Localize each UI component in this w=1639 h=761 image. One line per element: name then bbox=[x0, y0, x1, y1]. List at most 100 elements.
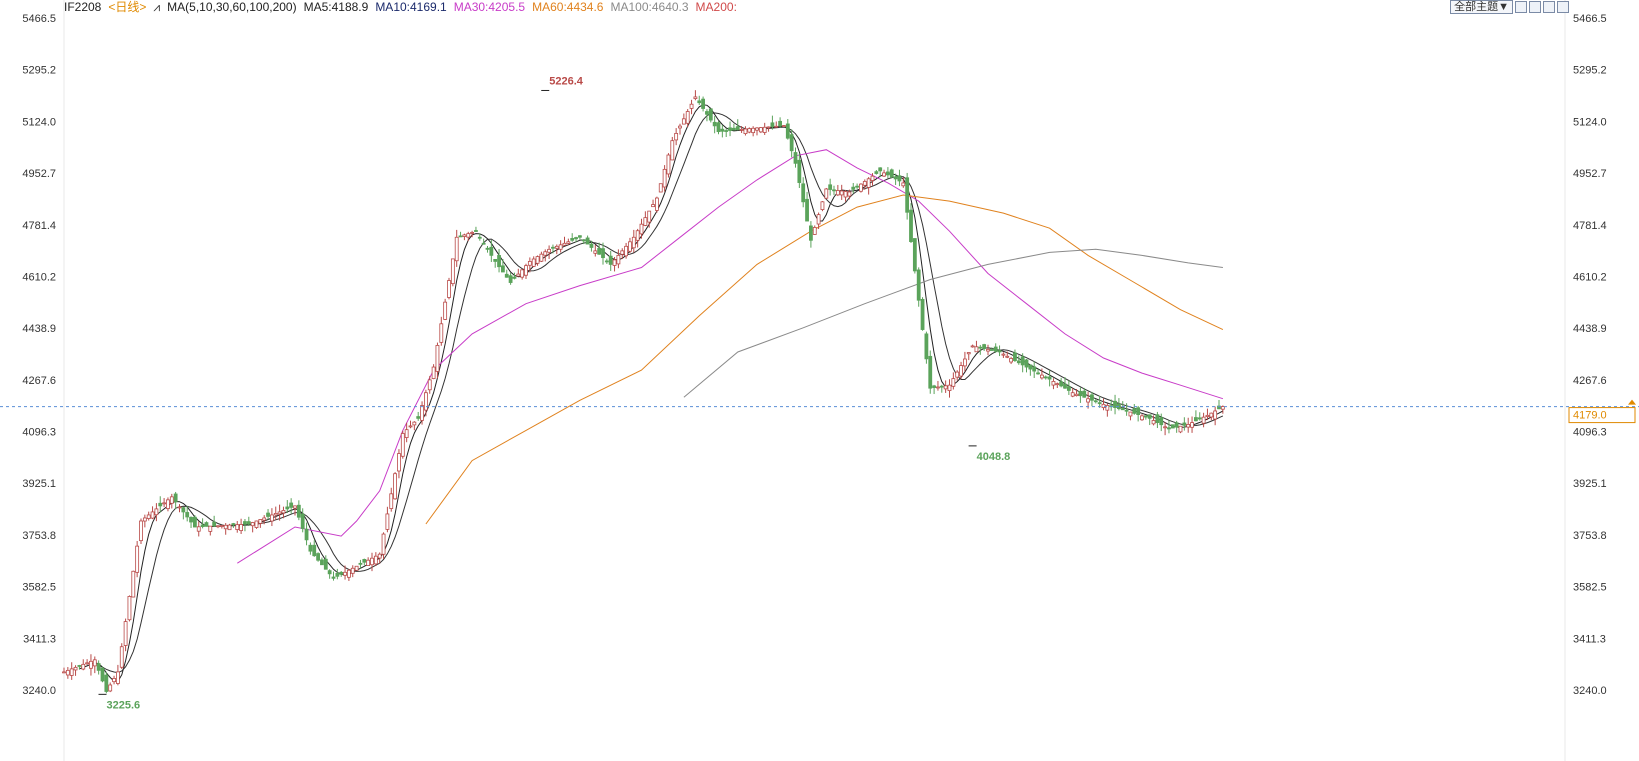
candle bbox=[285, 500, 290, 514]
candle-body bbox=[751, 127, 756, 134]
candle-body bbox=[1032, 366, 1037, 372]
candle-body bbox=[485, 247, 490, 250]
compare-icon[interactable] bbox=[1543, 1, 1555, 13]
split-view-icon[interactable] bbox=[1529, 1, 1541, 13]
candle-body bbox=[493, 258, 498, 262]
candle-body bbox=[947, 384, 952, 392]
y-tick-left: 3240.0 bbox=[22, 685, 56, 697]
candle-body bbox=[1159, 417, 1164, 426]
candle bbox=[1205, 408, 1210, 421]
candle bbox=[886, 167, 890, 179]
candle-body bbox=[855, 185, 859, 188]
candle bbox=[712, 116, 717, 134]
candle bbox=[1128, 411, 1133, 421]
candle-body bbox=[335, 573, 340, 577]
candle-body bbox=[678, 125, 682, 129]
candle-body bbox=[878, 167, 883, 172]
theme-select-button[interactable]: 全部主题▼ bbox=[1450, 0, 1513, 14]
candle-body bbox=[73, 666, 78, 671]
candle-body bbox=[608, 255, 613, 265]
candle bbox=[135, 540, 140, 578]
candle-body bbox=[901, 182, 906, 187]
candle bbox=[1009, 356, 1013, 365]
y-tick-left: 4267.6 bbox=[22, 375, 56, 387]
candle bbox=[1120, 401, 1125, 411]
candle bbox=[1178, 425, 1183, 434]
candle bbox=[520, 268, 525, 280]
candle-body bbox=[289, 502, 294, 508]
candle-body bbox=[235, 524, 240, 530]
candle bbox=[497, 249, 501, 273]
candle bbox=[508, 272, 513, 285]
candle bbox=[1036, 368, 1040, 375]
candle bbox=[427, 375, 432, 394]
candle bbox=[728, 121, 732, 137]
candle bbox=[331, 571, 336, 581]
candle-body bbox=[670, 140, 675, 161]
period-label[interactable]: <日线> bbox=[108, 0, 147, 14]
candle bbox=[1174, 420, 1179, 433]
candle bbox=[200, 518, 205, 529]
candle bbox=[431, 364, 436, 380]
candle-body bbox=[574, 237, 578, 240]
candle-body bbox=[570, 238, 575, 241]
candle bbox=[1197, 412, 1202, 421]
candle-body bbox=[1220, 406, 1225, 410]
candle bbox=[939, 384, 944, 393]
candle-body bbox=[389, 493, 394, 509]
grid-layout-icon[interactable] bbox=[1515, 1, 1527, 13]
candle-body bbox=[462, 234, 467, 237]
candle bbox=[943, 380, 948, 393]
y-tick-right: 4610.2 bbox=[1573, 271, 1607, 283]
candle bbox=[789, 129, 794, 158]
candle bbox=[847, 189, 852, 200]
candle bbox=[978, 344, 983, 355]
candle-body bbox=[1120, 408, 1125, 411]
candle-body bbox=[400, 433, 405, 457]
candle-body bbox=[304, 528, 309, 541]
settings-icon[interactable] bbox=[1557, 1, 1569, 13]
price-grid-area bbox=[63, 0, 1566, 761]
candle-body bbox=[158, 502, 163, 507]
candle-body bbox=[85, 662, 89, 665]
candle-body bbox=[578, 235, 582, 238]
candle bbox=[805, 191, 809, 222]
candle-body bbox=[196, 526, 201, 532]
candle bbox=[350, 565, 355, 578]
candle bbox=[801, 177, 806, 208]
candle bbox=[504, 269, 509, 278]
candle bbox=[346, 569, 351, 581]
candle-body bbox=[747, 128, 752, 133]
candle bbox=[1151, 415, 1156, 426]
candle bbox=[454, 229, 459, 267]
candle bbox=[997, 345, 1002, 357]
candle bbox=[1159, 413, 1164, 432]
candle-body bbox=[123, 621, 128, 646]
candle bbox=[866, 177, 871, 195]
candle-body bbox=[812, 227, 817, 235]
candle bbox=[928, 350, 933, 394]
candle-body bbox=[316, 553, 321, 561]
candle bbox=[966, 352, 971, 361]
y-tick-left: 3925.1 bbox=[22, 478, 56, 490]
candle-body bbox=[277, 511, 282, 515]
candle bbox=[1186, 417, 1191, 433]
candle bbox=[832, 185, 836, 196]
symbol-label: IF2208 bbox=[64, 0, 102, 14]
ma-params-label[interactable]: MA(5,10,30,60,100,200) bbox=[167, 0, 297, 14]
candle-body bbox=[597, 248, 602, 255]
candle bbox=[327, 569, 332, 579]
candle-body bbox=[266, 512, 270, 517]
candle bbox=[154, 503, 159, 522]
candle-body bbox=[770, 122, 775, 128]
candle bbox=[554, 244, 559, 255]
candle bbox=[578, 235, 582, 241]
candle bbox=[385, 506, 390, 533]
candle bbox=[339, 570, 344, 577]
candle bbox=[77, 664, 82, 670]
candle-body bbox=[932, 385, 936, 388]
candle bbox=[909, 203, 913, 243]
candle-body bbox=[1001, 353, 1006, 356]
candle bbox=[366, 557, 371, 566]
